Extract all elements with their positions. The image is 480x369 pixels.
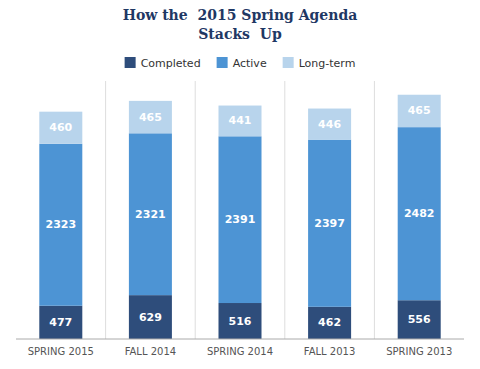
- data-label: 462: [318, 316, 341, 329]
- bar-segment: [308, 140, 351, 307]
- bar-segment: [398, 300, 441, 339]
- data-label: 2397: [314, 217, 345, 230]
- x-tick-label: SPRING 2015: [28, 346, 94, 357]
- bar-segment: [398, 127, 441, 300]
- data-labels: 477 2323 460 629 2321 465 516 2391 441 462 2397 446…: [45, 104, 434, 329]
- legend: Completed Active Long-term: [125, 57, 356, 70]
- legend-label: Completed: [141, 57, 201, 70]
- bar-segment: [129, 133, 172, 295]
- legend-swatch: [283, 57, 294, 68]
- bar-segment: [308, 307, 351, 339]
- bar-segment: [218, 303, 261, 339]
- category-separator: [195, 81, 196, 339]
- chart-container: How the 2015 Spring Agenda Stacks Up Compl…: [0, 0, 480, 369]
- bar-segment: [218, 136, 261, 303]
- bar-segment: [218, 106, 261, 137]
- category-separator: [284, 81, 285, 339]
- data-label: 2482: [404, 207, 435, 220]
- legend-item: Completed: [125, 57, 201, 70]
- legend-label: Long-term: [299, 57, 356, 70]
- x-axis: SPRING 2015 FALL 2014 SPRING 2014 FALL 2013…: [16, 339, 464, 357]
- data-label: 2391: [225, 213, 256, 226]
- data-label: 465: [139, 111, 162, 124]
- category-separator: [105, 81, 106, 339]
- data-label: 460: [49, 121, 72, 134]
- chart-svg: How the 2015 Spring Agenda Stacks Up Compl…: [0, 0, 480, 369]
- separators: [106, 81, 375, 339]
- title: How the 2015 Spring Agenda: [123, 7, 358, 23]
- legend-swatch: [217, 57, 228, 68]
- legend-swatch: [125, 57, 136, 68]
- data-label: 556: [408, 313, 431, 326]
- data-label: 516: [229, 315, 252, 328]
- legend-item: Active: [217, 57, 267, 70]
- data-label: 2321: [135, 208, 166, 221]
- x-tick-label: FALL 2014: [125, 346, 176, 357]
- data-label: 2323: [45, 218, 76, 231]
- legend-label: Active: [233, 57, 267, 70]
- bars: [39, 95, 440, 339]
- data-label: 446: [318, 118, 341, 131]
- data-label: 465: [408, 104, 431, 117]
- x-axis-line: [16, 339, 464, 340]
- x-tick-label: SPRING 2014: [207, 346, 273, 357]
- bar-segment: [308, 109, 351, 140]
- bar-segment: [39, 144, 82, 306]
- bar-segment: [398, 95, 441, 127]
- category-separator: [374, 81, 375, 339]
- data-label: 629: [139, 311, 162, 324]
- bar-segment: [129, 295, 172, 339]
- x-tick-label: SPRING 2013: [386, 346, 452, 357]
- data-label: 477: [49, 316, 72, 329]
- bar-segment: [39, 112, 82, 144]
- data-label: 441: [229, 114, 252, 127]
- subtitle: Stacks Up: [198, 26, 282, 42]
- bar-segment: [39, 306, 82, 339]
- bar-segment: [129, 101, 172, 133]
- x-tick-label: FALL 2013: [304, 346, 355, 357]
- legend-item: Long-term: [283, 57, 356, 70]
